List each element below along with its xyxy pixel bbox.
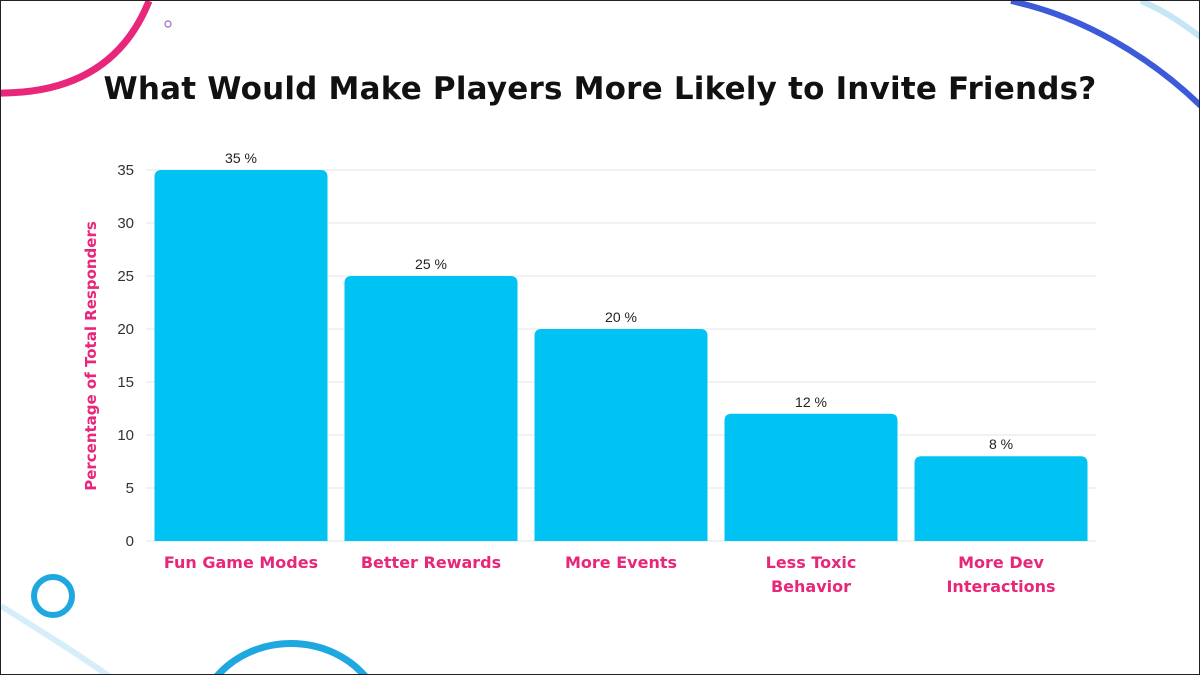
pink-arc-decoration (1, 1, 153, 97)
y-tick-label: 15 (117, 374, 134, 391)
top-right-light-arc-decoration (1139, 1, 1199, 40)
y-tick-label: 0 (126, 533, 134, 550)
bottom-left-arc-decoration (1, 603, 112, 674)
category-label-line: Fun Game Modes (164, 553, 318, 572)
category-label-line: More Dev (958, 553, 1044, 572)
data-label: 12 % (795, 394, 827, 410)
bar (914, 456, 1088, 541)
y-tick-label: 35 (117, 162, 134, 179)
category-label: More Dev Interactions (946, 553, 1055, 596)
category-label: Better Rewards (361, 553, 501, 572)
data-label: 20 % (605, 309, 637, 325)
chart-title: What Would Make Players More Likely to I… (103, 71, 1097, 107)
ring-decoration (31, 574, 75, 618)
data-label: 8 % (989, 436, 1013, 452)
y-tick-label: 20 (117, 321, 134, 338)
small-circle-decoration (164, 20, 172, 28)
category-label-line: Interactions (946, 577, 1055, 596)
bar (724, 413, 898, 541)
y-tick-label: 5 (126, 480, 134, 497)
top-right-arc-decoration (1010, 1, 1199, 109)
category-label: More Events (565, 553, 677, 572)
category-label-line: Less Toxic (766, 553, 857, 572)
bottom-arc-decoration (214, 640, 368, 674)
y-tick-label: 30 (117, 215, 134, 232)
y-tick-label: 10 (117, 427, 134, 444)
bar (534, 329, 708, 541)
category-label-line: More Events (565, 553, 677, 572)
data-label: 25 % (415, 256, 447, 272)
category-label: Less Toxic Behavior (766, 553, 857, 596)
bar (344, 276, 518, 541)
bar (154, 170, 328, 541)
category-label: Fun Game Modes (164, 553, 318, 572)
category-label-line: Better Rewards (361, 553, 501, 572)
data-label: 35 % (225, 150, 257, 166)
category-label-line: Behavior (771, 577, 851, 596)
y-tick-label: 25 (117, 268, 134, 285)
